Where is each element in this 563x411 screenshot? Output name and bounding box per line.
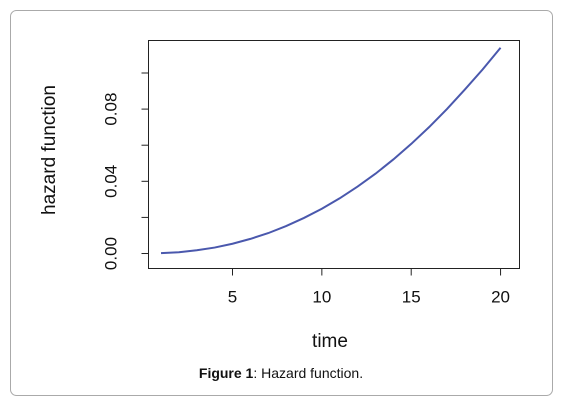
- x-axis-label: time: [312, 331, 348, 352]
- x-tick-label: 15: [402, 288, 421, 307]
- x-tick-label: 5: [228, 288, 237, 307]
- line-series: [160, 47, 502, 255]
- caption: Figure 1: Hazard function.: [199, 365, 363, 381]
- figure-frame: [10, 10, 553, 396]
- caption-text: : Hazard function.: [253, 365, 363, 381]
- y-tick-label: 0.00: [102, 237, 121, 270]
- x-tick-label: 20: [491, 288, 510, 307]
- x-tick-label: 10: [312, 288, 331, 307]
- y-tick-label: 0.08: [102, 93, 121, 126]
- caption-label: Figure 1: [199, 365, 254, 381]
- y-tick-label: 0.04: [102, 165, 121, 198]
- y-axis-label: hazard function: [39, 85, 60, 215]
- plot-frame: [148, 40, 520, 269]
